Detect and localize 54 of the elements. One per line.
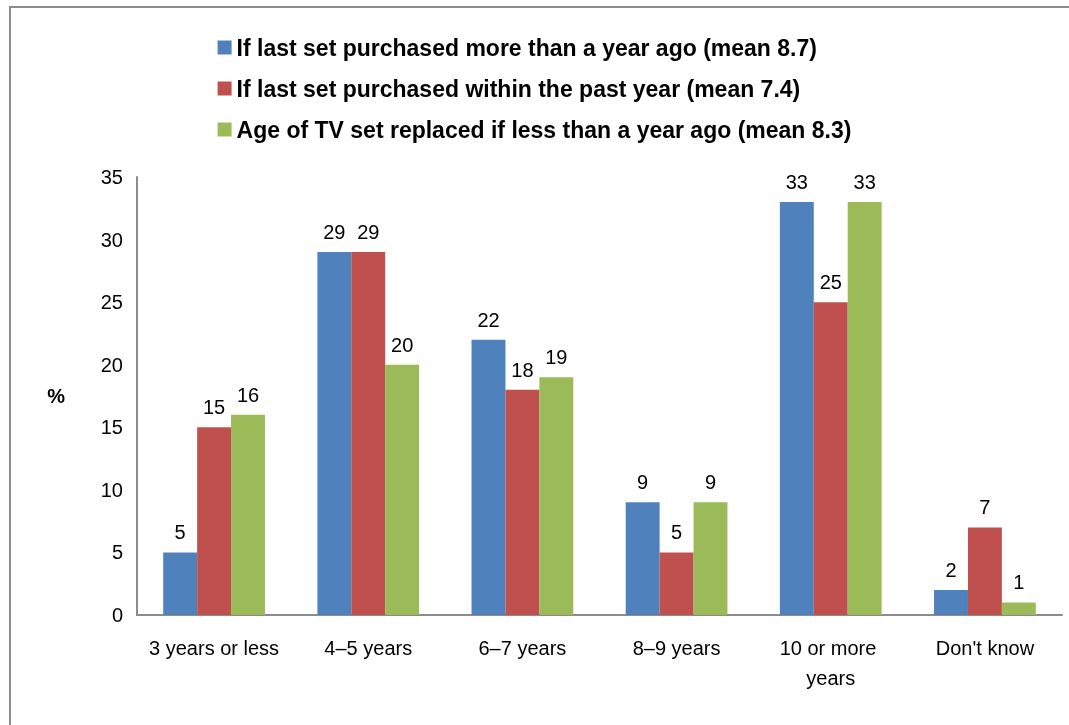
x-tick-label: 8–9 years [632,637,721,659]
bar [471,339,506,615]
y-tick-label: 35 [100,166,123,188]
data-label: 33 [785,171,808,194]
bar [351,252,386,615]
legend-label: Age of TV set replaced if less than a year ago (mean 8.3) [236,116,852,143]
data-label: 2 [945,558,957,581]
data-label: 22 [477,308,500,331]
data-label: 15 [202,396,226,419]
y-tick-label: 25 [100,291,123,314]
y-axis-title: % [47,385,66,407]
bar [934,589,968,615]
bar [1001,602,1036,615]
bar [539,377,574,615]
data-label: 25 [819,271,842,294]
x-tick-label: 4–5 years [324,637,413,659]
data-label: 9 [637,471,649,494]
bar [231,414,265,615]
y-tick-label: 30 [100,228,123,251]
y-tick-label: 5 [111,541,123,564]
data-label: 16 [236,383,260,406]
data-label: 18 [511,358,534,381]
data-label: 29 [357,221,380,244]
data-label: 29 [323,221,346,244]
y-tick-label: 20 [100,353,123,376]
data-label: 9 [704,471,717,494]
bar [385,364,420,615]
x-tick-label: 6–7 years [478,637,567,659]
data-label: 7 [979,496,991,519]
y-tick-label: 10 [100,478,123,501]
x-tick-label: Don't know [935,637,1035,659]
x-tick-label: 3 years or less [149,637,280,659]
data-label: 5 [671,521,683,544]
data-label: 5 [174,521,186,544]
bar [693,502,728,615]
bar [163,552,198,615]
bar [967,527,1002,615]
bar [847,202,882,615]
bar [625,502,660,615]
bar [505,389,540,615]
data-label: 1 [1013,571,1025,594]
x-tick-label: 10 or more years [779,637,882,689]
bar [317,252,352,615]
y-tick-label: 0 [111,604,123,626]
bar [813,302,848,615]
data-label: 33 [853,171,876,194]
legend-label: If last set purchased more than a year ago (mean 8.7) [236,34,817,61]
data-label: 19 [545,346,568,369]
bar [197,427,232,615]
bar [779,202,814,615]
legend-label: If last set purchased within the past year (mean 7.4) [236,75,801,102]
y-tick-label: 15 [100,416,123,439]
data-label: 20 [391,333,414,356]
bar [659,552,694,615]
